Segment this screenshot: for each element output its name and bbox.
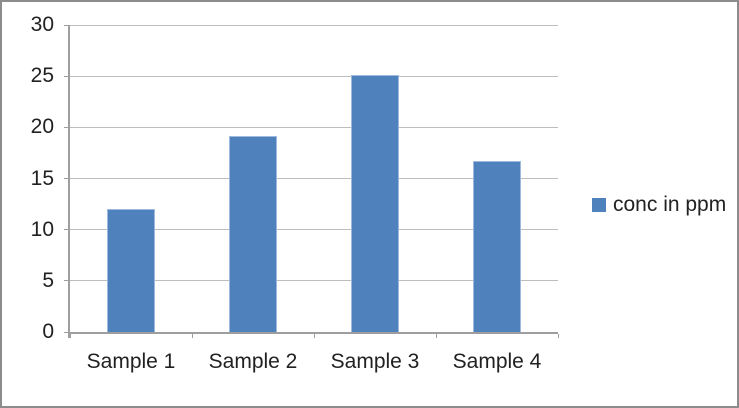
y-axis-tick-label: 0 bbox=[42, 320, 54, 343]
gridline bbox=[70, 178, 558, 179]
y-axis-tick bbox=[64, 178, 70, 179]
gridline bbox=[70, 229, 558, 231]
bar bbox=[473, 161, 521, 332]
y-axis-tick bbox=[64, 75, 70, 77]
bar bbox=[229, 135, 277, 332]
x-axis-tick bbox=[435, 334, 437, 338]
x-axis-category-label: Sample 2 bbox=[208, 350, 298, 373]
y-axis-tick-label: 25 bbox=[30, 64, 54, 88]
gridline bbox=[70, 75, 558, 77]
x-axis-category-label: Sample 4 bbox=[452, 350, 542, 373]
x-axis-category-label: Sample 3 bbox=[330, 350, 420, 373]
x-axis-line bbox=[68, 332, 558, 334]
x-axis-tick bbox=[191, 334, 193, 338]
y-axis-tick bbox=[64, 24, 70, 26]
legend: conc in ppm bbox=[592, 193, 726, 217]
bar bbox=[107, 209, 155, 332]
y-axis-tick-label: 15 bbox=[30, 166, 54, 190]
y-axis-tick-label: 5 bbox=[42, 268, 54, 292]
legend-label: conc in ppm bbox=[613, 193, 727, 216]
gridline bbox=[70, 126, 558, 128]
y-axis-tick-label: 20 bbox=[30, 115, 54, 139]
x-axis-tick bbox=[557, 334, 559, 338]
y-axis-tick bbox=[64, 331, 70, 333]
y-axis-tick-label: 30 bbox=[30, 13, 54, 36]
x-axis-tick bbox=[313, 334, 315, 338]
y-axis-tick-label: 10 bbox=[30, 217, 54, 241]
bar bbox=[351, 75, 399, 332]
gridline bbox=[70, 24, 558, 26]
y-axis-tick bbox=[64, 280, 70, 282]
y-axis-tick bbox=[64, 126, 70, 128]
gridline bbox=[70, 280, 558, 282]
y-axis-tick bbox=[64, 229, 70, 231]
y-axis-line bbox=[68, 25, 70, 338]
x-axis-tick bbox=[69, 334, 71, 338]
x-axis-category-label: Sample 1 bbox=[86, 350, 176, 373]
legend-swatch-icon bbox=[592, 198, 606, 212]
